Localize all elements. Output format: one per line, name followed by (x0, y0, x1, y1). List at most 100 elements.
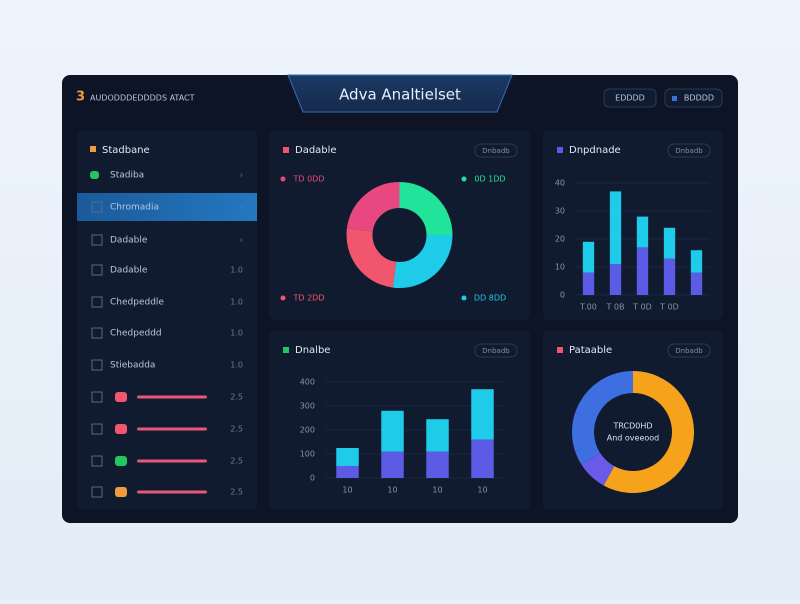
item-icon (91, 234, 103, 246)
bar (426, 419, 449, 452)
logo-text: AUDODDDEDDDDS ATACT (90, 94, 195, 103)
item-icon (91, 296, 103, 308)
x-tick-label: 10 (432, 486, 442, 495)
app-title: Adva Analtielset (339, 86, 461, 104)
item-icon (91, 391, 103, 403)
panel-title: Dnpdnade (569, 145, 621, 156)
item-icon (90, 171, 99, 179)
legend-label: DD 8DD (474, 294, 506, 303)
item-label[interactable]: Stiebadda (110, 361, 155, 371)
item-icon (91, 455, 103, 467)
panel-button-label[interactable]: Dnbadb (675, 147, 703, 155)
item-meta: 2.5 (230, 393, 243, 402)
donut-segment (346, 228, 397, 288)
y-tick-label: 0 (310, 474, 315, 483)
item-meta: › (240, 203, 243, 212)
donut-segment (572, 371, 634, 465)
x-tick-label: 10 (342, 486, 352, 495)
title-tab (287, 74, 513, 113)
logo-icon: 3 (76, 90, 85, 105)
panel-icon (557, 347, 563, 353)
y-tick-label: 200 (300, 426, 315, 435)
legend-label: 0D 1DD (474, 175, 505, 184)
bar (471, 389, 494, 440)
panel-button-label[interactable]: Dnbadb (482, 347, 510, 355)
panel-title: Pataable (569, 345, 612, 356)
button[interactable] (664, 88, 723, 108)
donut-segment (581, 452, 615, 486)
panel-button[interactable] (667, 143, 711, 158)
y-tick-label: 0 (560, 291, 565, 300)
item-label[interactable]: Chedpeddd (110, 329, 162, 339)
panel-button[interactable] (474, 143, 518, 158)
item-meta: 1.0 (230, 298, 243, 307)
center-label: TRCD0HD (612, 422, 652, 431)
item-meta: 2.5 (230, 425, 243, 434)
bar (381, 410, 404, 452)
item-label[interactable]: Chedpeddle (110, 298, 164, 308)
item-label[interactable]: Dadable (110, 236, 148, 246)
item-badge (115, 487, 127, 497)
sidebar (77, 130, 257, 510)
bar (336, 466, 359, 478)
legend-dot (280, 295, 286, 301)
bar (636, 247, 649, 295)
item-badge (115, 392, 127, 402)
item-label[interactable]: Stadiba (110, 171, 144, 181)
item-bar (137, 395, 207, 399)
bar (582, 241, 595, 273)
y-tick-label: 400 (300, 378, 315, 387)
bar (609, 264, 622, 295)
sidebar-icon (90, 146, 96, 152)
y-tick-label: 10 (555, 263, 565, 272)
x-tick-label: T.00 (579, 303, 597, 312)
panel-button[interactable] (667, 343, 711, 358)
y-tick-label: 300 (300, 402, 315, 411)
item-meta: 2.5 (230, 488, 243, 497)
x-tick-label: 10 (387, 486, 397, 495)
panel-icon (283, 347, 289, 353)
item-badge (115, 456, 127, 466)
button[interactable] (603, 88, 657, 108)
donut-segment (398, 182, 453, 236)
bar (690, 250, 703, 273)
item-meta: 1.0 (230, 266, 243, 275)
item-meta: › (240, 171, 243, 180)
legend-dot (280, 176, 286, 182)
legend-dot (461, 295, 467, 301)
item-badge (115, 424, 127, 434)
x-tick-label: T 0B (605, 303, 624, 312)
active-item[interactable] (77, 193, 257, 221)
item-icon (91, 486, 103, 498)
item-label[interactable]: Chromadia (110, 203, 159, 213)
panel-button-label[interactable]: Dnbadb (482, 147, 510, 155)
bar (636, 216, 649, 248)
item-label[interactable]: Dadable (110, 266, 148, 276)
item-meta: › (240, 236, 243, 245)
panel-button-label[interactable]: Dnbadb (675, 347, 703, 355)
bar (336, 448, 359, 466)
y-tick-label: 30 (555, 207, 565, 216)
panel-title: Dnalbe (295, 345, 330, 356)
item-icon (91, 264, 103, 276)
bar (582, 272, 595, 295)
bar (663, 258, 676, 295)
bar (426, 451, 449, 478)
x-tick-label: T 0D (632, 303, 652, 312)
button-label[interactable]: BDDDD (684, 94, 714, 103)
button-label[interactable]: EDDDD (615, 94, 645, 103)
bar (381, 451, 404, 478)
legend-dot (461, 176, 467, 182)
panel-button[interactable] (474, 343, 518, 358)
y-tick-label: 20 (555, 235, 565, 244)
donut-segment (346, 182, 401, 233)
item-meta: 1.0 (230, 329, 243, 338)
bar (471, 439, 494, 478)
bar (609, 191, 622, 265)
bar (663, 227, 676, 259)
item-bar (137, 490, 207, 494)
y-tick-label: 100 (300, 450, 315, 459)
item-icon (91, 423, 103, 435)
